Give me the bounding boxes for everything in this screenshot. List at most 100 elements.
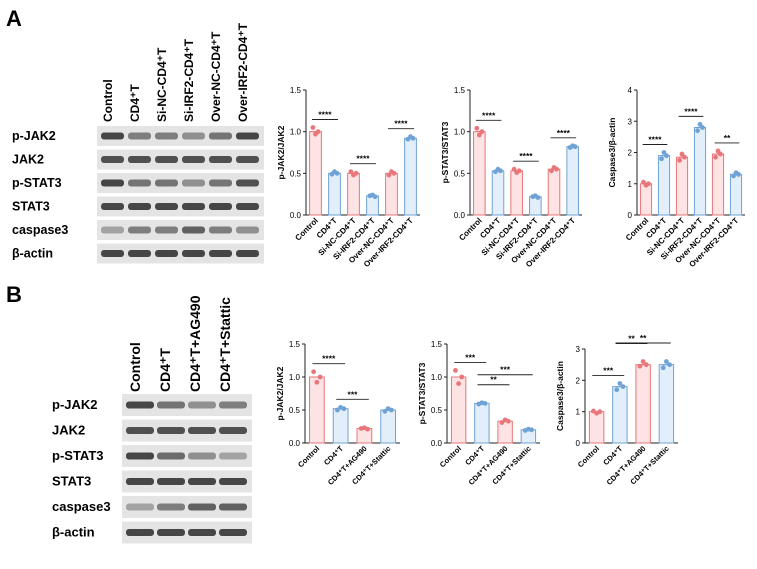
data-point	[334, 407, 340, 413]
data-point	[597, 409, 603, 415]
blot-strip	[97, 126, 264, 146]
blot-band	[236, 179, 259, 187]
blot-band	[182, 156, 205, 163]
bar	[497, 420, 513, 444]
significance-label: ****	[356, 154, 370, 164]
bar	[658, 364, 675, 444]
blot-band	[155, 203, 178, 210]
significance-label: ***	[348, 389, 359, 399]
blot-lane-label: Control	[101, 79, 115, 122]
blot-band	[128, 156, 151, 163]
blot-band	[209, 226, 232, 234]
y-tick-label: 3	[576, 345, 581, 354]
blot-band	[155, 132, 178, 140]
blot-band	[219, 427, 247, 434]
data-point	[663, 359, 669, 364]
y-tick-label: 2	[628, 149, 633, 158]
data-point	[365, 426, 371, 432]
bar	[491, 170, 505, 216]
bar	[566, 146, 579, 216]
data-point	[310, 125, 316, 130]
data-point	[341, 406, 347, 412]
bar	[309, 131, 322, 216]
blot-band	[209, 203, 232, 210]
data-point	[474, 125, 480, 131]
significance-label: ****	[648, 135, 662, 145]
blot-band	[157, 401, 185, 409]
x-tick-label: Control	[293, 216, 319, 242]
blot-band	[101, 179, 124, 187]
blot-lane-label: Over-IRF2-CD4⁺T	[236, 22, 250, 122]
data-point	[476, 132, 482, 138]
data-point	[695, 128, 700, 134]
bar	[588, 411, 605, 444]
blot-row-label: STAT3	[12, 200, 50, 214]
significance-label: ****	[322, 354, 336, 364]
data-point	[317, 374, 323, 380]
blot-band	[188, 452, 216, 460]
data-point	[640, 359, 646, 364]
bar	[529, 196, 542, 216]
western-blot-b: Control CD4⁺T CD4⁺T+AG490 CD4⁺T+Stattic p-JA…	[52, 295, 252, 544]
blot-band	[236, 156, 259, 163]
data-point	[617, 381, 623, 386]
significance-label: **	[490, 375, 497, 385]
y-tick-label: 1.5	[454, 86, 466, 95]
bar	[474, 402, 490, 444]
data-point	[386, 172, 392, 178]
bar	[547, 168, 561, 216]
y-axis-label: p-STAT3/STAT3	[440, 121, 450, 183]
y-tick-label: 0.0	[431, 439, 443, 448]
y-tick-label: 2	[576, 376, 581, 385]
blot-strip	[97, 220, 264, 240]
blot-band	[188, 401, 216, 409]
blot-band	[182, 132, 205, 140]
blot-strip	[122, 419, 252, 442]
blot-lane-label: CD4⁺T	[157, 348, 173, 392]
blot-band	[126, 401, 154, 409]
data-point	[505, 418, 511, 424]
bar	[385, 172, 398, 216]
y-tick-label: 1.0	[290, 128, 302, 137]
blot-band	[128, 179, 151, 187]
blot-band	[157, 503, 185, 511]
data-point	[315, 129, 321, 135]
blot-strip	[97, 196, 264, 217]
y-tick-label: 0.0	[290, 211, 302, 220]
significance-label: ****	[519, 151, 533, 161]
data-point	[479, 129, 485, 135]
panel-label-b: B	[6, 282, 22, 307]
bar	[657, 155, 671, 216]
bar	[328, 172, 341, 216]
blot-band	[126, 529, 154, 536]
blot-band	[155, 226, 178, 234]
blot-strip	[97, 149, 264, 170]
western-blot-a: Control CD4⁺T Si-NC-CD4⁺T Si-IRF2-CD4⁺T Over…	[12, 22, 264, 264]
blot-band	[157, 478, 185, 485]
data-point	[456, 381, 462, 386]
blot-band	[101, 250, 124, 257]
data-point	[353, 170, 359, 176]
y-tick-label: 1.0	[431, 373, 443, 382]
y-tick-label: 0.0	[454, 211, 466, 220]
data-point	[348, 169, 354, 175]
bar	[711, 153, 725, 216]
blot-band	[101, 156, 124, 163]
blot-band	[155, 179, 178, 187]
blot-lane-label: Control	[127, 342, 143, 392]
data-point	[713, 154, 718, 160]
data-point	[388, 407, 394, 413]
data-point	[499, 420, 505, 425]
data-point	[667, 362, 672, 368]
blot-band	[126, 452, 154, 460]
significance-label: **	[724, 133, 731, 143]
data-point	[549, 168, 554, 174]
blot-band	[126, 503, 154, 511]
data-point	[572, 144, 578, 150]
data-point	[453, 368, 458, 373]
y-tick-label: 1.5	[289, 340, 301, 349]
significance-label: ****	[318, 110, 332, 120]
blot-lane-label: Over-NC-CD4⁺T	[209, 31, 223, 122]
blot-strip	[122, 470, 252, 493]
